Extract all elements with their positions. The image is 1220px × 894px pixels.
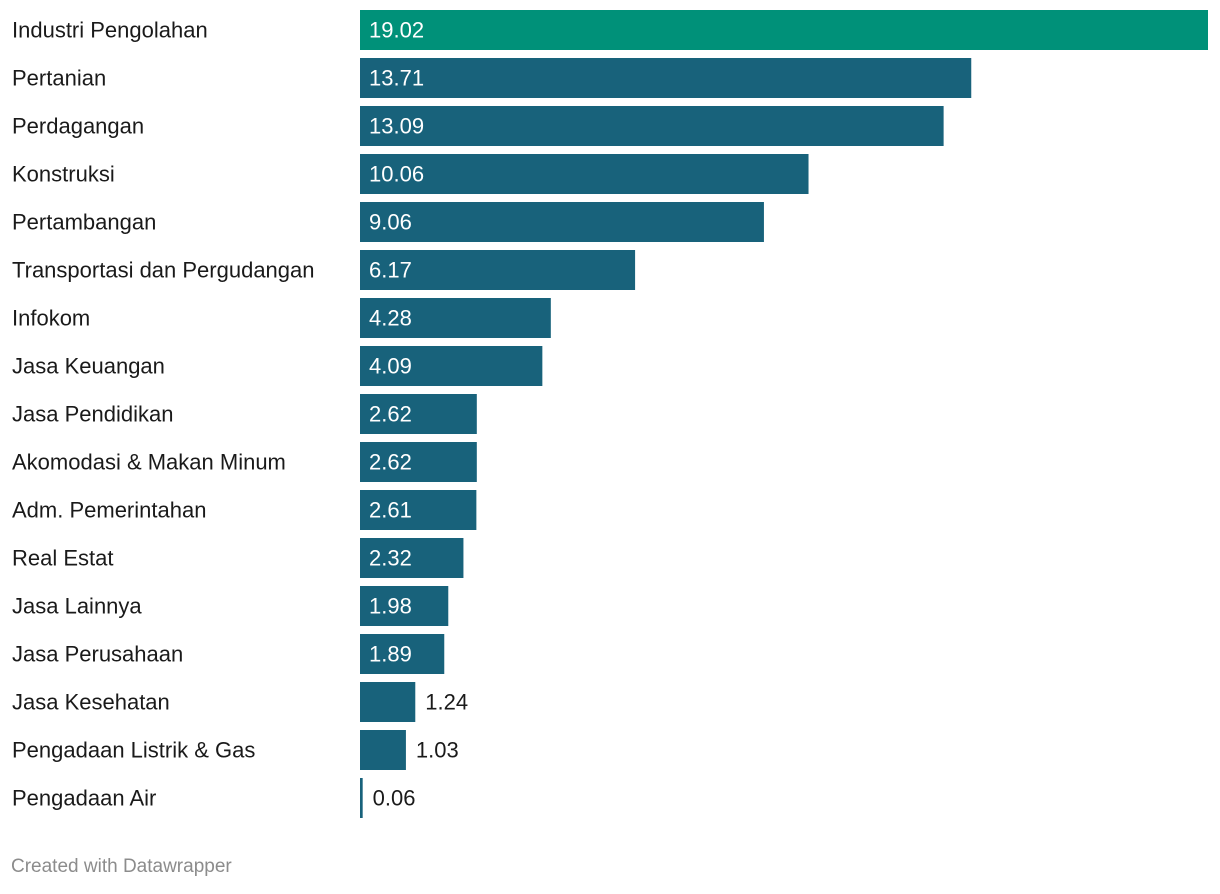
bar-adm-pemerintahan — [360, 490, 477, 530]
bar-akomodasi-and-makan-minum — [360, 442, 477, 482]
category-label-jasa-keuangan: Jasa Keuangan — [12, 354, 165, 379]
value-label-akomodasi-and-makan-minum: 2.62 — [369, 450, 412, 475]
category-label-konstruksi: Konstruksi — [12, 162, 115, 187]
bar-chart: Industri Pengolahan 19.02 Pertanian 13.71 Pe… — [12, 10, 1208, 818]
value-label-pengadaan-air: 0.06 — [373, 786, 416, 811]
value-label-pertanian: 13.71 — [369, 66, 424, 91]
bar-jasa-kesehatan — [360, 682, 416, 722]
category-label-real-estat: Real Estat — [12, 546, 114, 571]
category-label-jasa-lainnya: Jasa Lainnya — [12, 594, 142, 619]
category-label-jasa-pendidikan: Jasa Pendidikan — [12, 402, 173, 427]
value-label-perdagangan: 13.09 — [369, 114, 424, 139]
bar-pengadaan-air — [360, 778, 363, 818]
category-label-akomodasi-and-makan-minum: Akomodasi & Makan Minum — [12, 450, 286, 475]
category-label-pertambangan: Pertambangan — [12, 210, 156, 235]
category-label-perdagangan: Perdagangan — [12, 114, 144, 139]
bar-industri-pengolahan — [360, 10, 1208, 50]
value-label-transportasi-dan-pergudangan: 6.17 — [369, 258, 412, 283]
value-label-pertambangan: 9.06 — [369, 210, 412, 235]
bar-transportasi-dan-pergudangan — [360, 250, 636, 290]
value-label-jasa-lainnya: 1.98 — [369, 594, 412, 619]
bar-pertambangan — [360, 202, 764, 242]
value-label-adm-pemerintahan: 2.61 — [369, 498, 412, 523]
value-label-industri-pengolahan: 19.02 — [369, 18, 424, 43]
category-label-infokom: Infokom — [12, 306, 90, 331]
value-label-infokom: 4.28 — [369, 306, 412, 331]
category-label-adm-pemerintahan: Adm. Pemerintahan — [12, 498, 206, 523]
bar-jasa-lainnya — [360, 586, 449, 626]
bar-real-estat — [360, 538, 464, 578]
category-label-transportasi-dan-pergudangan: Transportasi dan Pergudangan — [12, 258, 315, 283]
bar-infokom — [360, 298, 551, 338]
bar-pengadaan-listrik-and-gas — [360, 730, 406, 770]
bar-pertanian — [360, 58, 972, 98]
bar-perdagangan — [360, 106, 944, 146]
category-label-jasa-perusahaan: Jasa Perusahaan — [12, 642, 183, 667]
category-label-pertanian: Pertanian — [12, 66, 106, 91]
bar-jasa-pendidikan — [360, 394, 477, 434]
category-label-industri-pengolahan: Industri Pengolahan — [12, 18, 208, 43]
value-label-jasa-keuangan: 4.09 — [369, 354, 412, 379]
value-label-konstruksi: 10.06 — [369, 162, 424, 187]
bar-jasa-keuangan — [360, 346, 543, 386]
value-label-jasa-perusahaan: 1.89 — [369, 642, 412, 667]
bar-jasa-perusahaan — [360, 634, 445, 674]
value-label-jasa-kesehatan: 1.24 — [425, 690, 468, 715]
category-label-pengadaan-listrik-and-gas: Pengadaan Listrik & Gas — [12, 738, 255, 763]
bar-konstruksi — [360, 154, 809, 194]
datawrapper-credit: Created with Datawrapper — [11, 856, 232, 877]
value-label-real-estat: 2.32 — [369, 546, 412, 571]
value-label-pengadaan-listrik-and-gas: 1.03 — [416, 738, 459, 763]
category-label-jasa-kesehatan: Jasa Kesehatan — [12, 690, 170, 715]
value-label-jasa-pendidikan: 2.62 — [369, 402, 412, 427]
category-label-pengadaan-air: Pengadaan Air — [12, 786, 156, 811]
